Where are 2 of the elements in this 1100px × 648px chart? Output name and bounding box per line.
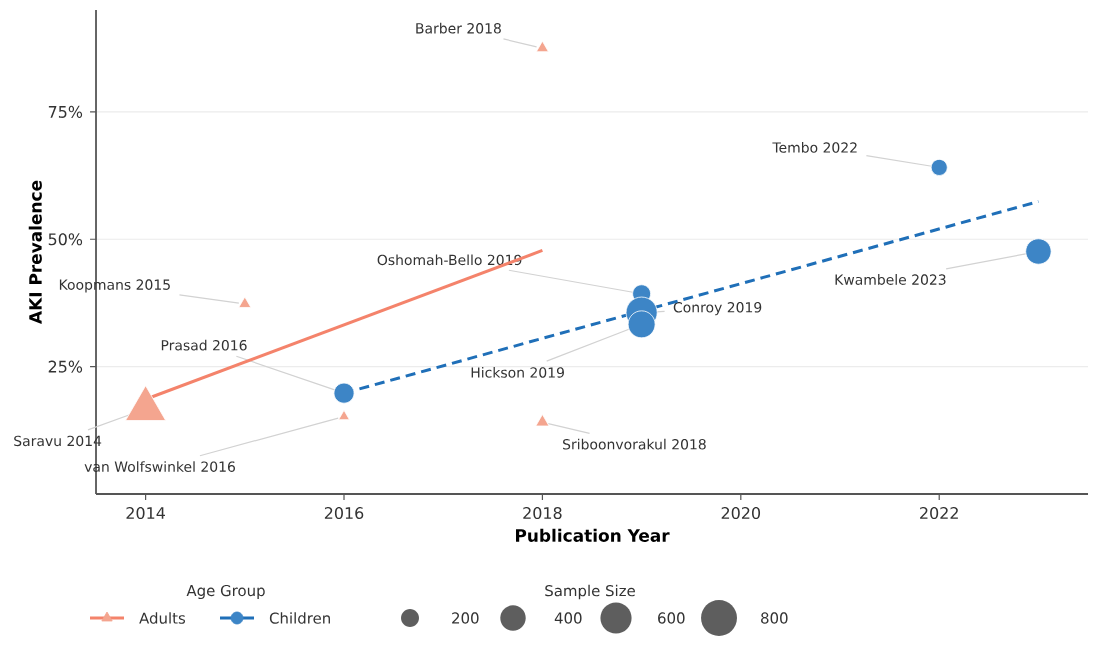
y-axis-title: AKI Prevalence xyxy=(28,180,42,324)
x-axis-title: Publication Year xyxy=(516,528,670,542)
